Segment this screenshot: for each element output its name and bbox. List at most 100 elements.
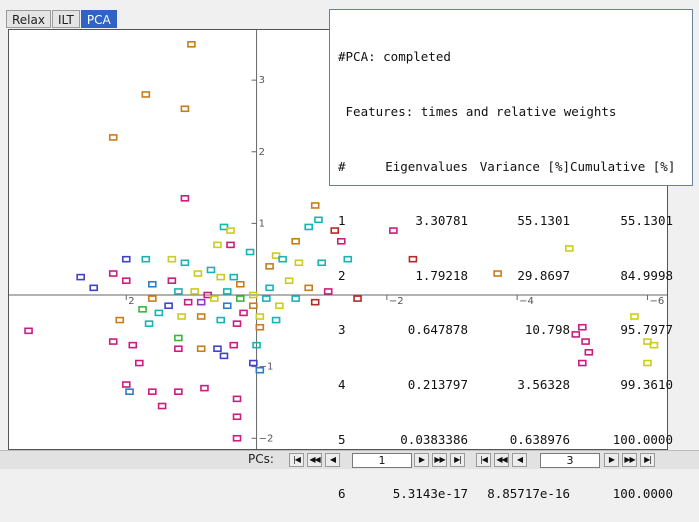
data-point	[304, 223, 313, 231]
data-point	[203, 291, 213, 299]
pca-table-row: 4 0.213797 3.56328 99.3610	[338, 376, 692, 394]
data-point	[643, 359, 652, 367]
data-point	[265, 284, 274, 292]
data-point	[245, 248, 255, 256]
data-point	[125, 388, 134, 396]
pc2-first-button[interactable]: |◀	[476, 453, 491, 467]
data-point	[330, 227, 340, 234]
pc2-back-button[interactable]: ◀	[512, 453, 527, 467]
y-tick-label: −1	[259, 362, 274, 373]
data-point	[141, 255, 151, 263]
data-point	[154, 309, 164, 317]
data-point	[174, 288, 183, 295]
row-eigenvalue: 5.3143e-17	[392, 486, 468, 502]
data-point	[578, 359, 587, 367]
pc1-value-field[interactable]: 1	[352, 453, 412, 468]
data-point	[275, 302, 284, 310]
data-point	[271, 316, 281, 324]
row-variance: 10.798	[524, 322, 570, 338]
pc2-fast-back-button[interactable]: ◀◀	[494, 453, 509, 467]
data-point	[193, 270, 203, 277]
pc2-fast-forward-button[interactable]: ▶▶	[622, 453, 637, 467]
data-point	[578, 323, 587, 331]
pc1-forward-button[interactable]: ▶	[414, 453, 429, 467]
data-point	[229, 273, 239, 281]
tab-pca[interactable]: PCA	[80, 10, 117, 28]
header-eigenvalues: Eigenvalues	[385, 158, 468, 174]
pc1-fast-forward-button[interactable]: ▶▶	[432, 453, 447, 467]
row-eigenvalue: 1.79218	[415, 267, 468, 283]
data-point	[571, 331, 581, 338]
pc1-back-button[interactable]: ◀	[325, 453, 340, 467]
row-cumulative: 99.3610	[620, 377, 673, 393]
y-tick-label: 1	[259, 218, 265, 229]
row-index: 4	[338, 377, 346, 393]
data-point	[232, 395, 242, 403]
data-point	[310, 202, 320, 209]
data-point	[265, 263, 274, 270]
data-point	[138, 306, 147, 313]
tab-bar: Relax ILT PCA	[6, 10, 117, 29]
pc1-fast-back-button[interactable]: ◀◀	[307, 453, 322, 467]
y-tick-label: −2	[259, 433, 274, 444]
data-point	[235, 280, 245, 288]
pca-scatter-svg: 2 −2 −4 −6 3 2 1 −1 −2	[9, 30, 667, 449]
data-point	[216, 316, 226, 324]
data-point	[108, 270, 118, 277]
pc2-value-field[interactable]: 3	[540, 453, 600, 468]
data-point	[564, 245, 574, 252]
data-point	[121, 381, 131, 388]
data-point	[310, 298, 320, 306]
data-point	[219, 352, 229, 360]
pc2-forward-button[interactable]: ▶	[604, 453, 619, 467]
data-point	[249, 302, 258, 310]
data-point	[108, 338, 118, 345]
row-index: 6	[338, 486, 346, 502]
row-index: 1	[338, 213, 346, 229]
data-point	[249, 359, 258, 367]
data-point	[389, 227, 398, 234]
tab-ilt[interactable]: ILT	[51, 10, 80, 28]
data-point	[255, 313, 265, 320]
x-tick-label: −2	[389, 296, 404, 307]
data-point	[284, 277, 294, 284]
data-point	[278, 255, 287, 263]
pc1-last-button[interactable]: ▶|	[450, 453, 465, 467]
x-tick-label: 2	[128, 296, 134, 307]
pc1-first-button[interactable]: |◀	[289, 453, 304, 467]
data-point	[252, 341, 261, 349]
tab-relax[interactable]: Relax	[6, 10, 51, 28]
data-point	[408, 255, 418, 263]
data-point	[232, 413, 242, 421]
data-point	[649, 341, 659, 349]
data-point	[343, 255, 353, 263]
data-point	[180, 259, 190, 267]
data-point	[643, 338, 652, 345]
row-index: 3	[338, 322, 346, 338]
row-variance: 3.56328	[517, 377, 570, 393]
row-variance: 55.1301	[517, 213, 570, 229]
data-point	[174, 345, 183, 353]
data-point	[222, 288, 232, 295]
data-point	[89, 284, 98, 292]
data-point	[206, 266, 216, 274]
data-point	[24, 327, 33, 335]
data-point	[148, 388, 157, 396]
data-point	[323, 288, 333, 295]
header-variance: Variance [%]	[479, 158, 570, 174]
data-point	[196, 345, 206, 353]
row-eigenvalue: 0.647878	[407, 322, 468, 338]
pc2-last-button[interactable]: ▶|	[640, 453, 655, 467]
x-tick-label: −4	[519, 296, 534, 307]
row-eigenvalue: 3.30781	[415, 213, 468, 229]
header-cumulative: Cumulative [%]	[570, 158, 676, 174]
data-point	[200, 384, 209, 392]
data-point	[167, 255, 177, 263]
data-point	[183, 298, 193, 306]
data-point	[196, 298, 206, 306]
data-point	[235, 295, 245, 302]
data-point	[262, 295, 271, 302]
header-index: #	[338, 158, 346, 174]
data-point	[174, 388, 183, 396]
data-point	[232, 320, 242, 327]
